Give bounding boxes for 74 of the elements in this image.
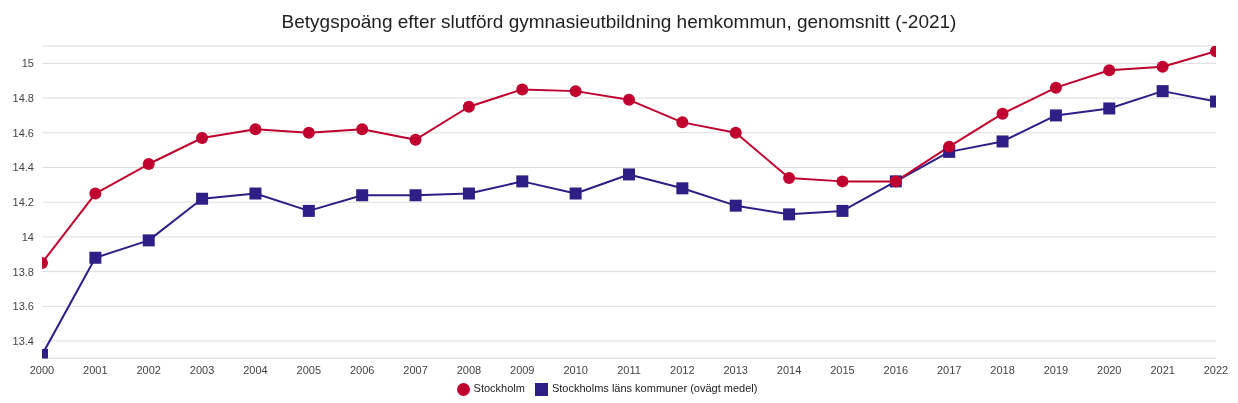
point bbox=[462, 187, 475, 200]
point bbox=[943, 140, 956, 153]
point bbox=[623, 168, 635, 181]
x-tick-label: 2014 bbox=[776, 364, 802, 377]
x-tick-label: 2021 bbox=[1150, 364, 1175, 377]
x-tick-label: 2016 bbox=[883, 364, 909, 377]
chart-title: Betygspoäng efter slutförd gymnasieutbildning hemkommun, genomsnitt (-2021) bbox=[280, 10, 958, 34]
point bbox=[196, 131, 209, 144]
point bbox=[356, 189, 369, 202]
point bbox=[302, 126, 315, 139]
point bbox=[676, 116, 689, 129]
point bbox=[836, 175, 849, 188]
y-tick-label: 14.2 bbox=[12, 196, 34, 209]
point bbox=[836, 204, 849, 217]
point bbox=[142, 158, 155, 171]
y-tick-label: 14.6 bbox=[12, 126, 34, 139]
x-tick-label: 2012 bbox=[670, 364, 695, 377]
x-tick-label: 2019 bbox=[1043, 364, 1069, 377]
point bbox=[1103, 102, 1116, 115]
point bbox=[462, 100, 475, 113]
point bbox=[569, 187, 582, 200]
point bbox=[996, 135, 1009, 148]
point bbox=[142, 234, 155, 247]
y-tick-label: 14.4 bbox=[12, 161, 34, 174]
point bbox=[302, 204, 315, 217]
x-tick-label: 2018 bbox=[990, 364, 1015, 377]
x-tick-label: 2008 bbox=[456, 364, 482, 377]
point bbox=[516, 175, 529, 188]
point bbox=[996, 107, 1009, 120]
x-tick-label: 2002 bbox=[136, 364, 161, 377]
point bbox=[783, 208, 796, 221]
point bbox=[356, 123, 369, 136]
y-tick-label: 14.8 bbox=[12, 91, 34, 104]
point bbox=[729, 199, 742, 212]
point bbox=[1049, 109, 1062, 122]
x-tick-label: 2007 bbox=[403, 364, 428, 377]
x-tick-label: 2003 bbox=[189, 364, 215, 377]
point bbox=[89, 251, 102, 264]
point bbox=[729, 126, 742, 139]
x-tick-label: 2006 bbox=[349, 364, 375, 377]
y-tick-label: 15 bbox=[21, 57, 34, 70]
point bbox=[516, 83, 529, 96]
x-tick-label: 2017 bbox=[936, 364, 962, 377]
point bbox=[409, 133, 422, 146]
y-tick-label: 14 bbox=[21, 230, 34, 243]
point bbox=[89, 187, 102, 200]
point bbox=[676, 182, 689, 195]
x-tick-label: 2011 bbox=[617, 364, 641, 377]
x-tick-label: 2013 bbox=[723, 364, 748, 377]
point bbox=[623, 93, 635, 106]
x-tick-label: 2009 bbox=[510, 364, 535, 377]
point bbox=[783, 171, 796, 184]
y-tick-label: 13.8 bbox=[12, 265, 34, 278]
x-tick-label: 2015 bbox=[830, 364, 855, 377]
x-tick-label: 2004 bbox=[243, 364, 268, 377]
x-tick-label: 2020 bbox=[1097, 364, 1122, 377]
x-tick-label: 2005 bbox=[296, 364, 322, 377]
point bbox=[249, 187, 262, 200]
point bbox=[569, 85, 582, 98]
point bbox=[1156, 60, 1169, 73]
legend-label: Stockholm bbox=[473, 382, 525, 395]
point bbox=[409, 189, 422, 202]
x-tick-label: 2000 bbox=[29, 364, 55, 377]
y-tick-label: 13.6 bbox=[12, 300, 34, 313]
legend-label: Stockholms läns kommuner (ovägt medel) bbox=[551, 382, 758, 395]
point bbox=[249, 123, 262, 136]
x-tick-label: 2022 bbox=[1203, 364, 1229, 377]
y-tick-label: 13.4 bbox=[12, 334, 34, 347]
point bbox=[1156, 85, 1169, 98]
point bbox=[196, 192, 209, 205]
x-tick-label: 2001 bbox=[83, 364, 108, 377]
point bbox=[1103, 64, 1116, 77]
point bbox=[1049, 81, 1062, 94]
x-tick-label: 2010 bbox=[563, 364, 588, 377]
